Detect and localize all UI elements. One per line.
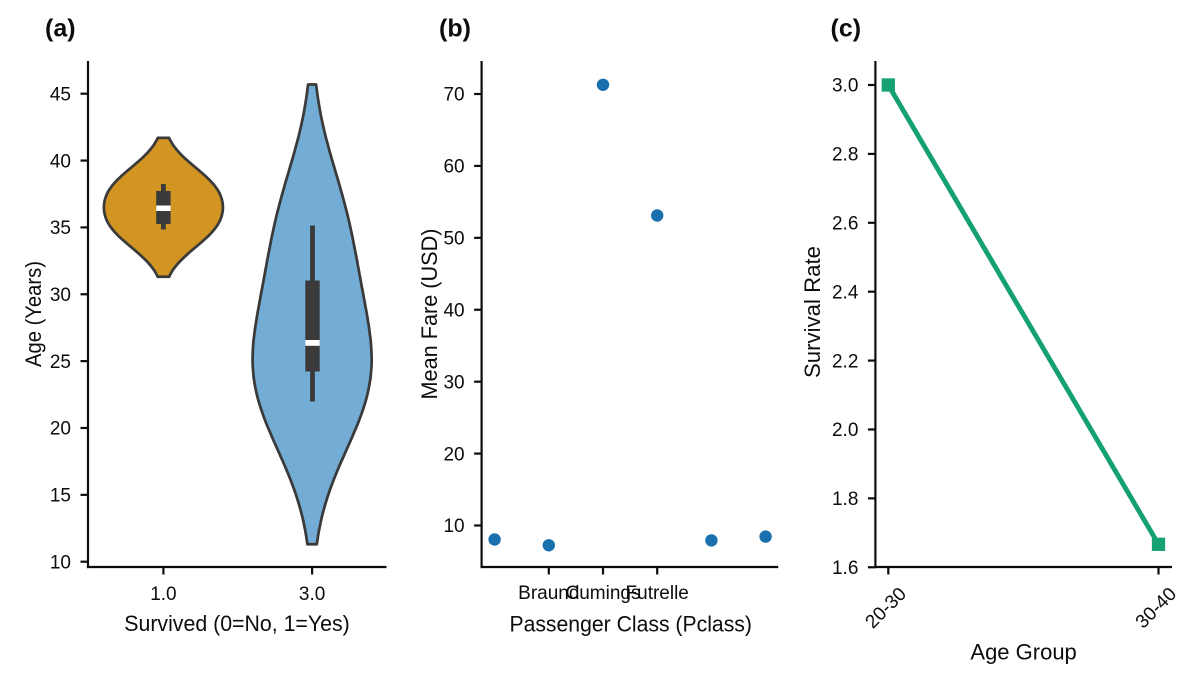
svg-text:40: 40 — [443, 300, 464, 321]
svg-text:2.8: 2.8 — [832, 145, 858, 166]
svg-text:2.4: 2.4 — [832, 282, 859, 303]
svg-text:35: 35 — [50, 218, 71, 239]
svg-text:Age Group: Age Group — [970, 640, 1076, 665]
svg-text:60: 60 — [443, 157, 464, 178]
svg-text:15: 15 — [50, 486, 71, 507]
svg-text:2.0: 2.0 — [832, 420, 858, 441]
svg-text:Mean Fare (USD): Mean Fare (USD) — [417, 229, 442, 400]
svg-text:Survived (0=No, 1=Yes): Survived (0=No, 1=Yes) — [124, 611, 350, 636]
svg-text:Passenger Class (Pclass): Passenger Class (Pclass) — [509, 612, 752, 637]
svg-text:25: 25 — [50, 352, 71, 373]
svg-text:20: 20 — [50, 419, 71, 440]
svg-text:3.0: 3.0 — [299, 584, 325, 605]
svg-text:Age (Years): Age (Years) — [21, 261, 46, 367]
svg-text:1.0: 1.0 — [150, 584, 176, 605]
svg-text:10: 10 — [50, 552, 71, 573]
svg-text:(c): (c) — [831, 15, 862, 43]
svg-text:(b): (b) — [439, 15, 471, 43]
svg-text:20: 20 — [443, 444, 464, 465]
svg-text:2.6: 2.6 — [832, 213, 858, 234]
svg-text:30: 30 — [443, 372, 464, 393]
svg-text:70: 70 — [443, 85, 464, 106]
svg-text:Cumings: Cumings — [566, 583, 641, 604]
svg-text:30: 30 — [50, 285, 71, 306]
svg-text:Braund: Braund — [518, 583, 579, 604]
svg-text:Survival Rate: Survival Rate — [800, 246, 825, 378]
svg-text:50: 50 — [443, 229, 464, 250]
svg-text:1.6: 1.6 — [832, 558, 858, 579]
svg-text:2.2: 2.2 — [832, 351, 858, 372]
svg-text:(a): (a) — [45, 15, 76, 43]
svg-text:3.0: 3.0 — [832, 76, 858, 97]
svg-text:10: 10 — [443, 516, 464, 537]
svg-text:1.8: 1.8 — [832, 489, 858, 510]
svg-text:40: 40 — [50, 151, 71, 172]
svg-text:45: 45 — [50, 84, 71, 105]
svg-text:Futrelle: Futrelle — [626, 583, 689, 604]
